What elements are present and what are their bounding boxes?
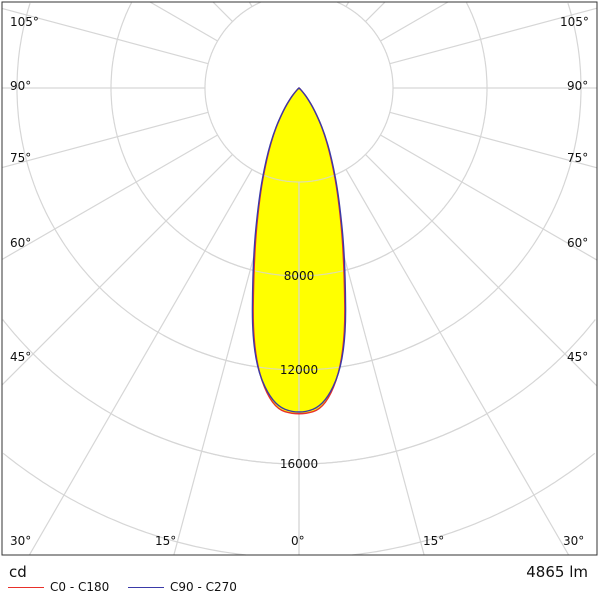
angle-label-left-30: 30° [10,534,31,548]
grid-circle-overlay-16000 [118,417,480,465]
angle-label-right-45: 45° [567,350,588,364]
legend-swatch-red [8,586,44,588]
angle-label-left-15: 15° [155,534,176,548]
grid-radial-30 [345,169,570,556]
grid-radial--150 [248,1,253,7]
grid-circle-overlay-12000 [163,334,435,371]
grid-radial-45 [365,154,598,387]
grid-radial--75 [1,111,209,169]
radial-tick-8000: 8000 [284,269,315,283]
angle-label-0: 0° [291,534,305,548]
legend-swatch-blue [128,586,164,588]
unit-label: cd [9,563,27,581]
grid-radial-135 [365,1,386,22]
luminous-flux: 4865 lm [526,563,588,581]
grid-radial-120 [380,1,449,42]
grid-radial-105 [389,7,598,65]
angle-label-left-60: 60° [10,236,31,250]
radial-tick-labels: 8000 12000 16000 [280,269,318,471]
legend-item-c90-c270: C90 - C270 [128,580,237,594]
grid-radial--135 [212,1,233,22]
series-line-C90-C270 [251,87,347,413]
angle-label-right-90: 90° [567,79,588,93]
angle-label-right-75: 75° [567,151,588,165]
angle-label-left-90: 90° [10,79,31,93]
grid-radial--60 [1,134,218,260]
angle-label-right-105: 105° [560,15,589,29]
angle-label-left-45: 45° [10,350,31,364]
grid-circle-20000 [2,452,596,556]
legend-label: C90 - C270 [170,580,237,594]
angle-label-right-60: 60° [567,236,588,250]
grid-radial-75 [389,111,598,169]
angle-label-left-105: 105° [10,15,39,29]
radial-tick-16000: 16000 [280,457,318,471]
grid-radial--120 [149,1,218,42]
grid-radial--105 [1,7,209,65]
grid [1,1,598,556]
grid-circle-overlay-4000 [253,169,345,183]
grid-circle-overlay-8000 [208,252,390,277]
angle-label-right-30: 30° [563,534,584,548]
grid-radial-60 [380,134,598,261]
angle-label-left-75: 75° [10,151,31,165]
radial-tick-12000: 12000 [280,363,318,377]
angle-labels: 105° 90° 75° 60° 45° 30° 15° 0° 15° 30° … [10,15,589,548]
grid-radial--45 [1,154,233,386]
legend-item-c0-c180: C0 - C180 [8,580,109,594]
curves [118,87,480,555]
legend-label: C0 - C180 [50,580,110,594]
angle-label-right-15: 15° [423,534,444,548]
grid-radial--30 [28,169,253,556]
plot-frame [1,1,598,556]
grid-radial-150 [345,1,350,7]
